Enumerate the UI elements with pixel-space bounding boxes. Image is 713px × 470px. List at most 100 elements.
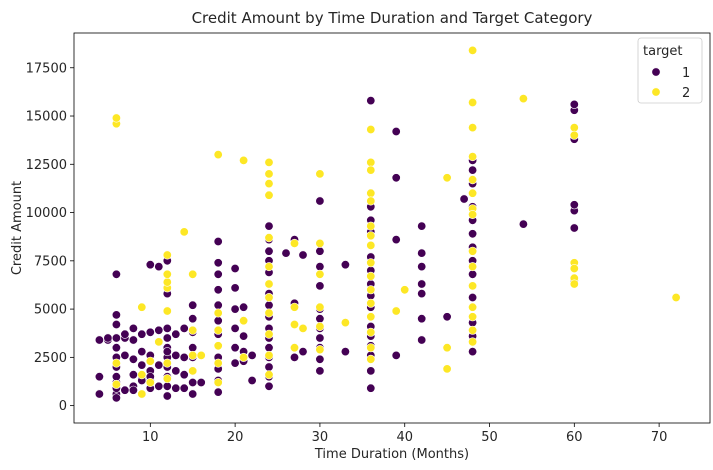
x-axis-label: Time Duration (Months) [314,447,469,462]
data-point-target-2 [162,306,172,316]
legend-marker-2 [651,87,661,97]
data-point-target-1 [366,96,376,106]
data-point-target-2 [315,169,325,179]
data-point-target-1 [120,329,130,339]
legend-title: target [643,44,683,59]
data-point-target-1 [162,347,172,357]
data-point-target-1 [468,229,478,239]
x-tick-label: 10 [142,430,159,445]
data-point-target-2 [264,329,274,339]
data-point-target-1 [196,377,206,387]
data-point-target-2 [366,285,376,295]
data-point-target-2 [213,325,223,335]
data-point-target-1 [111,372,121,382]
data-point-target-1 [179,352,189,362]
data-point-target-1 [137,360,147,370]
data-point-target-2 [239,352,249,362]
data-point-target-2 [366,221,376,231]
data-point-target-1 [340,347,350,357]
data-point-target-2 [569,279,579,289]
data-point-target-1 [137,347,147,357]
data-point-target-1 [569,99,579,109]
data-point-target-2 [366,240,376,250]
data-point-target-1 [162,333,172,343]
data-point-target-1 [442,312,452,322]
data-point-target-1 [213,258,223,268]
data-point-target-2 [264,370,274,380]
y-axis-ticks: 0 2500 5000 7500 10000 12500 15000 17500 [26,61,74,414]
data-point-target-1 [120,350,130,360]
y-tick-label: 15000 [26,110,67,125]
data-point-target-1 [111,333,121,343]
x-tick-label: 70 [651,430,668,445]
data-point-target-2 [264,292,274,302]
data-point-target-1 [154,262,164,272]
data-point-target-2 [468,281,478,291]
data-point-target-1 [179,323,189,333]
data-point-target-2 [298,323,308,333]
data-point-target-1 [239,331,249,341]
data-point-target-1 [298,347,308,357]
data-point-target-2 [366,343,376,353]
data-point-target-2 [366,298,376,308]
data-point-target-1 [518,219,528,229]
data-point-target-1 [417,279,427,289]
data-point-target-1 [213,269,223,279]
data-point-target-1 [128,335,138,345]
data-point-target-2 [162,250,172,260]
plot-area [73,32,711,424]
data-point-target-1 [315,281,325,291]
data-point-target-1 [162,381,172,391]
data-point-target-1 [315,262,325,272]
data-point-target-1 [315,196,325,206]
data-point-target-1 [239,302,249,312]
legend-label-2: 2 [682,86,690,101]
data-point-target-1 [230,283,240,293]
y-tick-label: 2500 [34,351,67,366]
data-point-target-2 [239,155,249,165]
data-point-target-2 [289,343,299,353]
data-point-target-1 [264,343,274,353]
data-point-target-2 [366,354,376,364]
data-point-target-2 [391,306,401,316]
data-point-target-2 [468,312,478,322]
data-point-target-2 [468,246,478,256]
data-point-target-1 [213,237,223,247]
data-point-target-1 [468,292,478,302]
data-point-target-2 [366,196,376,206]
data-point-target-2 [137,389,147,399]
data-point-target-1 [145,260,155,270]
data-point-target-2 [366,231,376,241]
data-point-target-2 [468,262,478,272]
data-point-target-1 [459,194,469,204]
data-point-target-1 [569,200,579,210]
data-point-target-2 [518,94,528,104]
data-point-target-1 [137,329,147,339]
data-point-target-2 [315,269,325,279]
x-tick-label: 50 [481,430,498,445]
data-point-target-2 [162,269,172,279]
data-point-target-1 [188,389,198,399]
data-point-target-2 [264,350,274,360]
data-point-target-1 [417,335,427,345]
data-point-target-1 [281,248,291,258]
data-point-target-1 [366,366,376,376]
data-point-target-1 [417,314,427,324]
data-point-target-2 [264,169,274,179]
data-point-target-2 [264,179,274,189]
data-point-target-1 [417,262,427,272]
data-point-target-2 [442,343,452,353]
data-point-target-2 [264,279,274,289]
data-point-target-1 [569,223,579,233]
data-point-target-2 [213,308,223,318]
data-point-target-1 [264,300,274,310]
x-tick-label: 20 [227,430,244,445]
data-point-target-2 [188,350,198,360]
data-point-target-2 [468,45,478,55]
y-tick-label: 17500 [26,61,67,76]
data-point-target-2 [442,173,452,183]
data-point-target-2 [162,277,172,287]
data-point-target-2 [264,308,274,318]
data-point-target-1 [171,329,181,339]
data-point-target-1 [468,347,478,357]
